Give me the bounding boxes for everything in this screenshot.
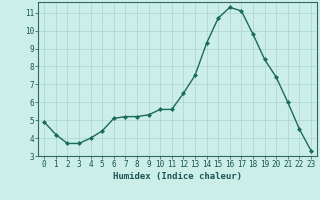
X-axis label: Humidex (Indice chaleur): Humidex (Indice chaleur): [113, 172, 242, 181]
